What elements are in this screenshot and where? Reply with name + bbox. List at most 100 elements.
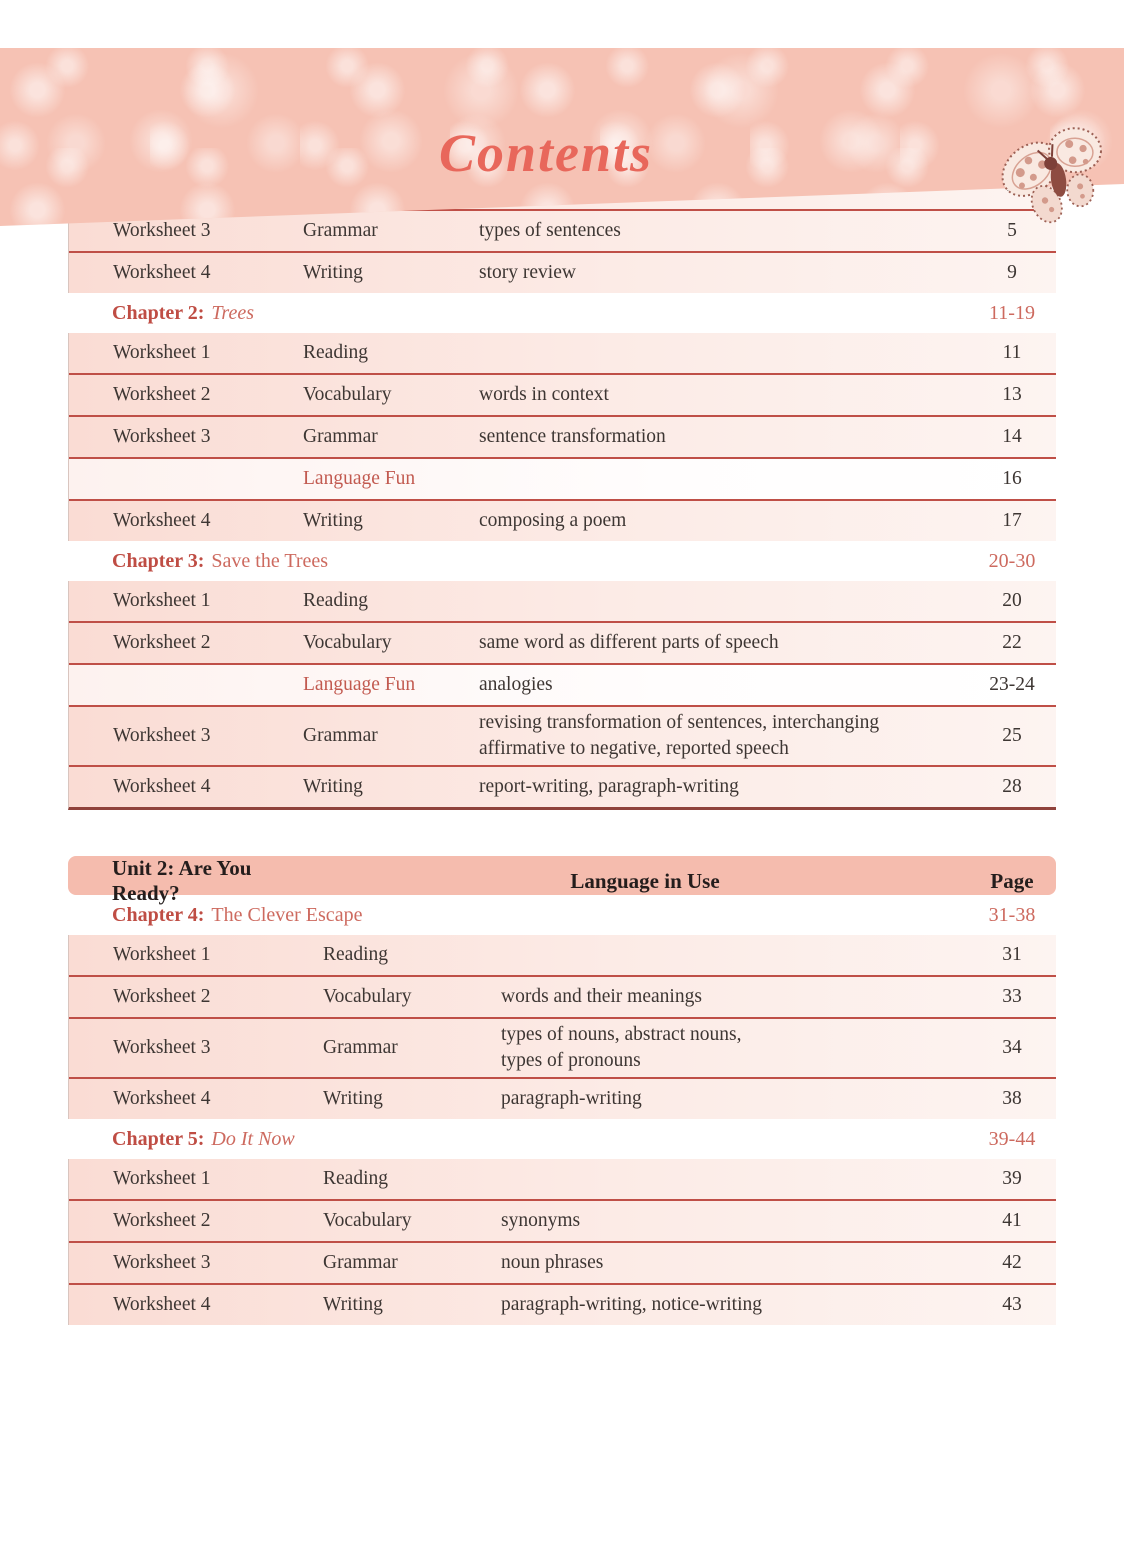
- worksheet-row: Worksheet 1 Reading 11: [69, 333, 1056, 373]
- worksheet-row: Worksheet 4 Writing report-writing, para…: [69, 765, 1056, 807]
- skill-name: Vocabulary: [303, 384, 392, 405]
- skill-name: Vocabulary: [323, 1210, 412, 1231]
- chapter-title: Save the Trees: [211, 549, 329, 572]
- worksheet-name: Worksheet 4: [113, 1294, 211, 1315]
- skill-name: Reading: [303, 342, 368, 363]
- skill-name: Reading: [323, 944, 388, 965]
- worksheet-row: Worksheet 2 Vocabulary words in context …: [69, 373, 1056, 415]
- skill-name: Grammar: [323, 1252, 398, 1273]
- worksheet-name: Worksheet 4: [113, 776, 211, 797]
- topic-description: synonyms: [501, 1210, 581, 1231]
- chapter-page-range: 20-30: [988, 549, 1036, 572]
- topic-description: noun phrases: [501, 1252, 604, 1273]
- page-number: 13: [1002, 384, 1022, 405]
- skill-name: Reading: [323, 1168, 388, 1189]
- skill-name: Vocabulary: [303, 632, 392, 653]
- topic-description: [479, 350, 968, 356]
- page-number: 11: [1002, 342, 1022, 363]
- page-number: 38: [1002, 1088, 1022, 1109]
- page-number: 39: [1002, 1168, 1022, 1189]
- skill-name: Writing: [303, 510, 363, 531]
- page-number: 20: [1002, 590, 1022, 611]
- page-number: 17: [1002, 510, 1022, 531]
- topic-description: [501, 952, 968, 958]
- worksheet-row: Worksheet 3 Grammar types of nouns, abst…: [69, 1017, 1056, 1077]
- skill-name: Grammar: [303, 220, 378, 241]
- chapter-group: Chapter 5: Do It Now 39-44 Worksheet 1 Re…: [68, 1119, 1056, 1325]
- skill-name: Grammar: [303, 426, 378, 447]
- worksheet-row: Worksheet 3 Grammar sentence transformat…: [69, 415, 1056, 457]
- worksheet-row: Language Fun 16: [69, 457, 1056, 499]
- page-number: 25: [1002, 725, 1022, 746]
- worksheet-row: Worksheet 4 Writing paragraph-writing, n…: [69, 1283, 1056, 1325]
- worksheet-name: Worksheet 1: [113, 342, 211, 363]
- chapter-row: Chapter 4: The Clever Escape 31-38: [68, 895, 1056, 935]
- skill-name: Grammar: [323, 1037, 398, 1058]
- worksheet-row: Worksheet 2 Vocabulary words and their m…: [69, 975, 1056, 1017]
- worksheet-row: Worksheet 4 Writing paragraph-writing 38: [69, 1077, 1056, 1119]
- worksheet-row: Worksheet 1 Reading 31: [69, 935, 1056, 975]
- topic-description: [479, 476, 968, 482]
- skill-name: Language Fun: [303, 674, 416, 695]
- topic-description: analogies: [479, 674, 553, 695]
- skill-name: Writing: [303, 776, 363, 797]
- worksheet-name: Worksheet 2: [113, 986, 211, 1007]
- chapter-title: Do It Now: [211, 1127, 295, 1150]
- page-number: 31: [1002, 944, 1022, 965]
- worksheet-name: Worksheet 1: [113, 944, 211, 965]
- worksheet-rows: Worksheet 1 Reading 31 Worksheet 2 Vocab…: [68, 935, 1056, 1119]
- banner-texture: [0, 48, 1124, 226]
- worksheet-name: Worksheet 4: [113, 262, 211, 283]
- chapter-label: Chapter 5:: [112, 1127, 205, 1150]
- topic-description: paragraph-writing, notice-writing: [501, 1294, 762, 1315]
- topic-description: types of nouns, abstract nouns, types of…: [501, 1024, 742, 1071]
- worksheet-name: Worksheet 2: [113, 632, 211, 653]
- unit-2-chapters: Chapter 4: The Clever Escape 31-38 Worksh…: [68, 895, 1056, 1325]
- topic-description: paragraph-writing: [501, 1088, 642, 1109]
- chapter-group: Chapter 2: Trees 11-19 Worksheet 1 Readin…: [68, 293, 1056, 541]
- unit-1-table: Unit 1: Nature Language in Use Page Chap…: [68, 48, 1056, 810]
- chapter-page-range: 31-38: [988, 903, 1036, 926]
- page-number: 5: [1007, 220, 1017, 241]
- chapter-heading: Chapter 2: Trees: [112, 302, 254, 325]
- chapter-page-range: 39-44: [988, 1127, 1036, 1150]
- unit-2-table: Unit 2: Are You Ready? Language in Use P…: [68, 856, 1056, 1325]
- skill-name: Grammar: [303, 725, 378, 746]
- topic-description: composing a poem: [479, 510, 627, 531]
- worksheet-name: Worksheet 2: [113, 384, 211, 405]
- worksheet-row: Language Fun analogies 23-24: [69, 663, 1056, 705]
- page-number: 22: [1002, 632, 1022, 653]
- worksheet-name: Worksheet 3: [113, 1252, 211, 1273]
- page-number: 16: [1002, 468, 1022, 489]
- chapter-label: Chapter 4:: [112, 903, 205, 926]
- page-number: 43: [1002, 1294, 1022, 1315]
- chapter-heading: Chapter 4: The Clever Escape: [112, 904, 362, 927]
- worksheet-row: Worksheet 3 Grammar noun phrases 42: [69, 1241, 1056, 1283]
- worksheet-name: Worksheet 1: [113, 1168, 211, 1189]
- page-number: 34: [1002, 1037, 1022, 1058]
- topic-description: same word as different parts of speech: [479, 632, 779, 653]
- contents-list: Unit 1: Nature Language in Use Page Chap…: [68, 48, 1056, 1325]
- worksheet-row: Worksheet 4 Writing story review 9: [69, 251, 1056, 293]
- topic-description: [479, 598, 968, 604]
- language-in-use-header: Language in Use: [570, 868, 720, 893]
- chapter-group: Chapter 3: Save the Trees 20-30 Worksheet…: [68, 541, 1056, 810]
- worksheet-name: Worksheet 3: [113, 725, 211, 746]
- worksheet-rows: Worksheet 1 Reading 20 Worksheet 2 Vocab…: [68, 581, 1056, 810]
- skill-name: Language Fun: [303, 468, 416, 489]
- worksheet-row: Worksheet 2 Vocabulary synonyms 41: [69, 1199, 1056, 1241]
- topic-description: revising transformation of sentences, in…: [479, 712, 880, 759]
- chapter-heading: Chapter 3: Save the Trees: [112, 550, 328, 573]
- page-banner: Contents: [0, 48, 1124, 248]
- page-number: 41: [1002, 1210, 1022, 1231]
- worksheet-row: Worksheet 3 Grammar revising transformat…: [69, 705, 1056, 765]
- worksheet-rows: Worksheet 1 Reading 11 Worksheet 2 Vocab…: [68, 333, 1056, 541]
- page-number: 28: [1002, 776, 1022, 797]
- worksheet-name: Worksheet 4: [113, 510, 211, 531]
- worksheet-name: Worksheet 2: [113, 1210, 211, 1231]
- topic-description: story review: [479, 262, 576, 283]
- worksheet-name: Worksheet 4: [113, 1088, 211, 1109]
- skill-name: Vocabulary: [323, 986, 412, 1007]
- chapter-row: Chapter 3: Save the Trees 20-30: [68, 541, 1056, 581]
- unit-1-chapters: Chapter 1:The King and the Tree-Goddess …: [68, 87, 1056, 810]
